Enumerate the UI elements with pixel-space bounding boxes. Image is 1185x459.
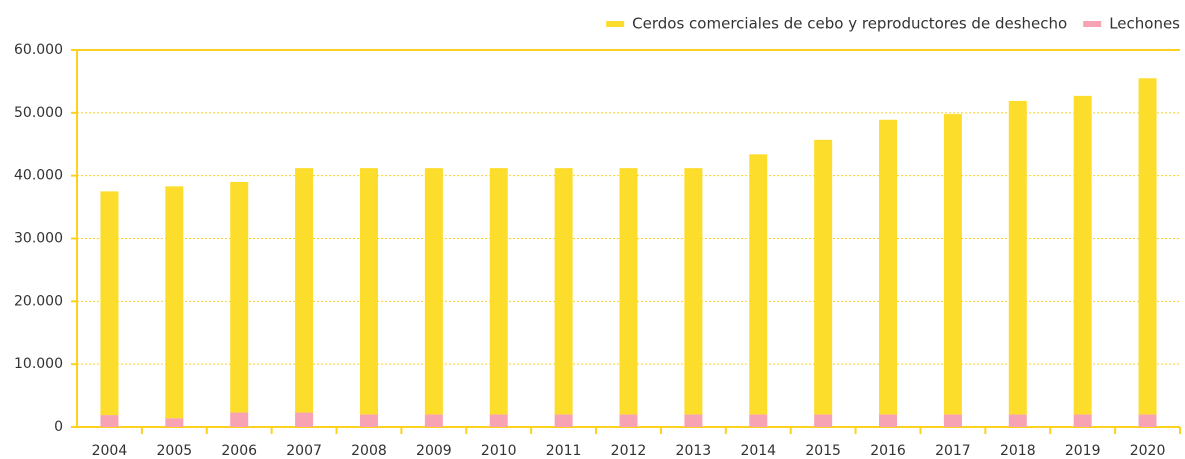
y-tick-label: 50.000 bbox=[14, 105, 63, 121]
bar-segment bbox=[1073, 95, 1092, 415]
x-tick-label: 2011 bbox=[546, 443, 582, 459]
x-tick-label: 2007 bbox=[286, 443, 322, 459]
bar-segment bbox=[619, 168, 638, 415]
bar-segment bbox=[814, 139, 833, 415]
x-tick-label: 2013 bbox=[676, 443, 712, 459]
bar-segment bbox=[554, 168, 573, 415]
bar-segment bbox=[1138, 414, 1157, 427]
bar-segment bbox=[1008, 414, 1027, 427]
x-tick-label: 2004 bbox=[92, 443, 128, 459]
bar-segment bbox=[100, 415, 119, 427]
x-tick-label: 2010 bbox=[481, 443, 517, 459]
bar-segment bbox=[749, 154, 768, 415]
x-tick-label: 2006 bbox=[221, 443, 257, 459]
y-tick-label: 40.000 bbox=[14, 168, 63, 184]
bar-segment bbox=[554, 414, 573, 427]
x-tick-label: 2014 bbox=[740, 443, 776, 459]
x-tick-label: 2018 bbox=[1000, 443, 1036, 459]
y-tick-label: 20.000 bbox=[14, 293, 63, 309]
bar-segment bbox=[295, 168, 314, 413]
y-tick-label: 60.000 bbox=[14, 42, 63, 58]
bar-segment bbox=[879, 414, 898, 427]
bar-segment bbox=[879, 119, 898, 415]
bar-segment bbox=[359, 414, 378, 427]
bar-segment bbox=[1138, 78, 1157, 415]
bar-segment bbox=[230, 181, 249, 413]
bar-segment bbox=[165, 186, 184, 419]
bar-segment bbox=[814, 414, 833, 427]
bar-segment bbox=[1073, 414, 1092, 427]
x-tick-label: 2009 bbox=[416, 443, 452, 459]
bar-segment bbox=[424, 168, 443, 415]
bar-segment bbox=[359, 168, 378, 415]
bar-segment bbox=[165, 418, 184, 427]
legend-swatch bbox=[606, 21, 625, 27]
x-tick-label: 2012 bbox=[611, 443, 647, 459]
bar-segment bbox=[230, 412, 249, 427]
x-tick-label: 2017 bbox=[935, 443, 971, 459]
bar-segment bbox=[295, 412, 314, 427]
x-tick-label: 2019 bbox=[1065, 443, 1101, 459]
x-tick-label: 2016 bbox=[870, 443, 906, 459]
bar-segment bbox=[619, 414, 638, 427]
bar-segment bbox=[684, 414, 703, 427]
legend-label: Lechones bbox=[1109, 15, 1180, 33]
bar-segment bbox=[100, 191, 119, 416]
x-tick-label: 2005 bbox=[157, 443, 193, 459]
y-tick-label: 0 bbox=[54, 419, 63, 435]
bar-segment bbox=[424, 414, 443, 427]
y-tick-label: 30.000 bbox=[14, 231, 63, 247]
bar-segment bbox=[943, 114, 962, 415]
bar-segment bbox=[489, 168, 508, 415]
bar-segment bbox=[749, 414, 768, 427]
y-tick-label: 10.000 bbox=[14, 356, 63, 372]
x-tick-label: 2008 bbox=[351, 443, 387, 459]
legend-label: Cerdos comerciales de cebo y reproductor… bbox=[632, 15, 1067, 33]
bar-segment bbox=[1008, 100, 1027, 415]
x-tick-label: 2020 bbox=[1130, 443, 1166, 459]
legend-swatch bbox=[1083, 21, 1102, 27]
bar-segment bbox=[943, 414, 962, 427]
bar-segment bbox=[684, 168, 703, 415]
bar-segment bbox=[489, 414, 508, 427]
x-tick-label: 2015 bbox=[805, 443, 841, 459]
